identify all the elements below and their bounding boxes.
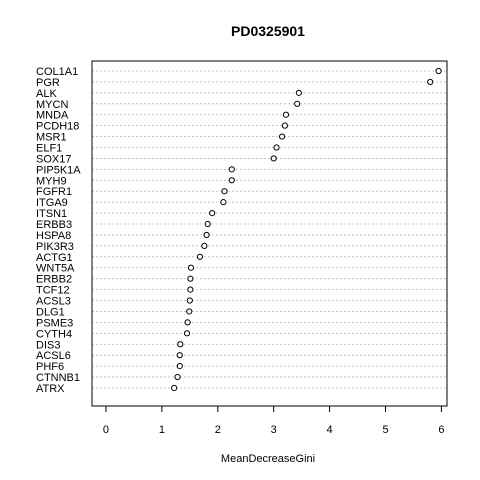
- data-point: [294, 100, 301, 107]
- category-label: PHF6: [36, 361, 64, 373]
- data-point: [187, 275, 194, 282]
- category-label: DLG1: [36, 306, 65, 318]
- data-point: [183, 330, 191, 337]
- category-label: MNDA: [36, 110, 69, 122]
- category-label: MYCN: [36, 99, 68, 111]
- data-point: [295, 89, 302, 96]
- x-tick-label: 1: [159, 424, 165, 436]
- data-point: [209, 209, 216, 217]
- category-label: PIK3R3: [36, 241, 74, 253]
- category-label: ELF1: [36, 143, 62, 155]
- category-label: PSME3: [36, 317, 73, 329]
- category-label: WNT5A: [36, 263, 75, 275]
- category-label: ALK: [36, 88, 57, 100]
- category-label: SOX17: [36, 153, 71, 165]
- category-labels: COL1A1PGRALKMYCNMNDAPCDH18MSR1ELF1SOX17P…: [36, 66, 81, 395]
- category-label: PIP5K1A: [36, 164, 81, 176]
- data-point: [221, 188, 228, 195]
- category-label: DIS3: [36, 339, 60, 351]
- category-label: HSPA8: [36, 230, 71, 242]
- category-label: MYH9: [36, 175, 67, 187]
- plot-frame: [91, 60, 448, 407]
- category-label: ACTG1: [36, 252, 73, 264]
- data-point: [427, 78, 434, 86]
- data-point: [177, 341, 184, 348]
- data-point: [187, 286, 194, 293]
- data-point: [270, 155, 277, 162]
- data-point: [196, 253, 203, 260]
- data-point: [176, 352, 183, 359]
- data-points: [171, 67, 442, 392]
- category-label: ATRX: [36, 383, 65, 395]
- data-point: [203, 231, 210, 239]
- category-label: ERBB2: [36, 274, 72, 286]
- category-label: ERBB3: [36, 219, 72, 231]
- x-tick-label: 2: [215, 424, 221, 436]
- category-label: COL1A1: [36, 66, 78, 78]
- data-point: [187, 264, 195, 271]
- category-label: ITSN1: [36, 208, 67, 220]
- data-point: [273, 144, 280, 151]
- data-point: [281, 122, 288, 129]
- data-point: [184, 319, 191, 326]
- data-point: [278, 133, 286, 140]
- category-label: PGR: [36, 77, 60, 89]
- data-point: [228, 166, 235, 173]
- category-label: CYTH4: [36, 328, 72, 340]
- data-point: [174, 373, 181, 381]
- x-tick-label: 4: [327, 424, 333, 436]
- data-point: [204, 220, 211, 228]
- x-axis-title: MeanDecreaseGini: [221, 453, 315, 465]
- data-point: [228, 177, 235, 184]
- x-tick-label: 6: [438, 424, 444, 436]
- category-label: FGFR1: [36, 186, 72, 198]
- x-tick-label: 5: [382, 424, 388, 436]
- data-point: [201, 242, 208, 249]
- category-label: CTNNB1: [36, 372, 80, 384]
- data-point: [220, 199, 227, 206]
- data-point: [186, 308, 193, 315]
- x-tick-label: 3: [271, 424, 277, 436]
- category-label: PCDH18: [36, 121, 79, 133]
- data-point: [282, 111, 290, 118]
- chart-title: PD0325901: [231, 23, 305, 39]
- guide-lines: [92, 70, 447, 389]
- category-label: MSR1: [36, 132, 67, 144]
- data-point: [435, 67, 442, 75]
- category-label: ACSL6: [36, 350, 71, 362]
- data-point: [186, 297, 193, 304]
- category-label: ITGA9: [36, 197, 68, 209]
- x-axis: 0 1 2 3 4 5 6: [103, 406, 444, 436]
- category-label: TCF12: [36, 285, 70, 297]
- x-tick-label: 0: [103, 424, 109, 436]
- data-point: [176, 363, 183, 370]
- data-point: [171, 384, 178, 392]
- category-label: ACSL3: [36, 296, 71, 308]
